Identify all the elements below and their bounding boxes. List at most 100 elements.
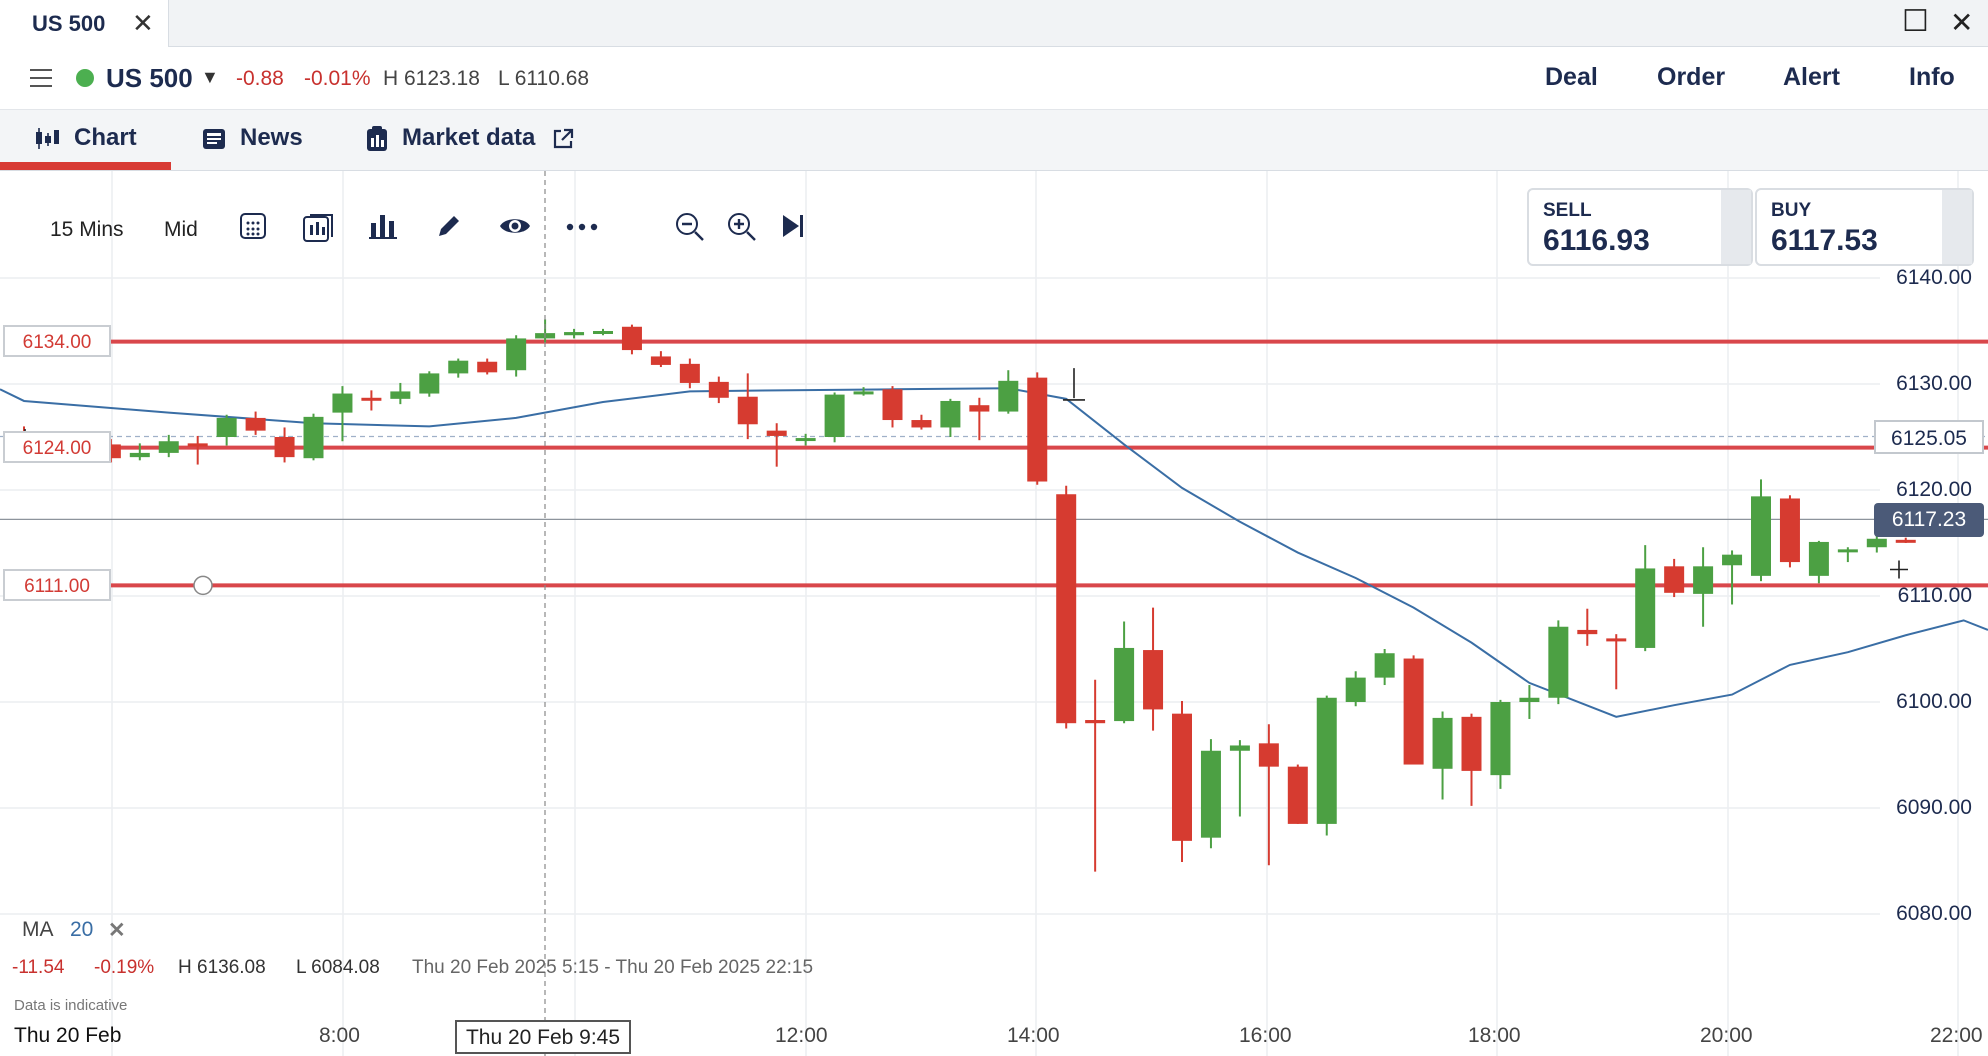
buy-button[interactable]: BUY 6117.53 [1755,188,1974,266]
remove-indicator-icon[interactable]: ✕ [108,919,126,942]
candle-body [1866,538,1887,548]
candle [274,427,295,463]
range-change: -11.54 [12,957,65,978]
candle [853,387,874,396]
candle [1606,634,1627,690]
draw-icon[interactable] [434,211,464,241]
x-tick-label: 18:00 [1468,1024,1521,1047]
candle-body [1316,697,1337,824]
deal-button[interactable]: Deal [1545,63,1598,91]
sell-button[interactable]: SELL 6116.93 [1527,188,1753,266]
candle [650,351,671,368]
candle-body [593,331,613,334]
candle-body [1027,377,1048,482]
more-icon[interactable] [564,211,600,241]
candle-body [1229,745,1250,751]
sell-label: SELL [1543,200,1592,221]
candle [1461,713,1482,806]
candle-body [187,443,208,447]
candle-body [882,389,903,421]
candle [1143,607,1164,731]
order-button[interactable]: Order [1657,63,1726,91]
candle [1837,547,1858,563]
candle [535,319,556,343]
alert-button[interactable]: Alert [1783,63,1840,91]
candle [332,386,353,442]
candle [708,376,729,404]
candle [1432,711,1453,800]
eye-icon[interactable] [498,211,532,241]
candle-body [1606,638,1627,642]
candle [1664,558,1685,598]
candle [419,371,440,397]
y-tick-label: 6130.00 [1896,372,1972,395]
candle [1577,608,1598,646]
zoom-in-icon[interactable] [726,211,758,243]
candle-body [708,381,729,398]
candle-body [853,391,874,395]
x-tick-label: 20:00 [1700,1024,1753,1047]
candle-body [1114,647,1135,722]
window-close-icon[interactable]: ✕ [1950,7,1974,38]
y-tick-label: 6110.00 [1897,584,1972,607]
tab-chart-label: Chart [74,124,137,151]
candle [506,335,527,377]
x-tick-label: 16:00 [1239,1024,1292,1047]
candle [564,328,585,339]
interval-select[interactable]: 15 Mins [50,218,124,241]
price-type-select[interactable]: Mid [164,218,198,241]
candle-body [1200,750,1221,838]
price-chart[interactable] [0,171,1988,1056]
candle-body [679,363,700,383]
level-handle [193,575,213,596]
candle-body [564,332,585,336]
chart-type-icon[interactable] [302,211,334,243]
candle [1374,649,1395,686]
jump-to-latest-icon[interactable] [780,211,808,241]
active-tab-indicator [0,162,171,170]
tab-chart[interactable]: Chart [34,124,137,152]
window-titlebar: US 500 ✕ ☐ ✕ [0,0,1988,47]
tab-news[interactable]: News [202,124,303,152]
news-icon [203,128,225,149]
tab-market-data[interactable]: Market data [366,124,574,152]
menu-icon[interactable] [30,69,52,93]
info-button[interactable]: Info [1909,63,1955,91]
y-tick-label: 6140.00 [1896,266,1972,289]
candle-body [1779,498,1800,563]
candle-body [1085,720,1106,724]
zoom-out-icon[interactable] [674,211,706,243]
x-tick-label: 14:00 [1007,1024,1060,1047]
candle-body [332,393,353,413]
x-tick-label: 8:00 [319,1024,360,1047]
candle [795,433,816,446]
candle-body [477,361,498,373]
candle [1200,739,1221,849]
candle [216,414,237,446]
candle [1548,620,1569,705]
market-status-icon [76,69,94,87]
instrument-name[interactable]: US 500 [106,63,193,93]
level-label[interactable]: 6124.00 [3,431,111,463]
candle [390,382,411,405]
candle [882,386,903,428]
indicator-period[interactable]: 20 [70,918,94,941]
candle [1229,740,1250,817]
level-label[interactable]: 6111.00 [3,569,111,601]
candle [1779,495,1800,568]
candle-body [1693,566,1714,594]
chevron-down-icon[interactable]: ▼ [201,67,219,87]
calendar-icon[interactable] [238,211,268,241]
candle [911,414,932,430]
candles-layer [14,319,1916,872]
moving-average-layer [0,387,1988,718]
indicators-icon[interactable] [368,211,398,241]
maximize-icon[interactable]: ☐ [1902,5,1929,38]
candle [1722,550,1743,605]
candle [1085,679,1106,872]
instrument-tab[interactable]: US 500 ✕ [0,0,169,47]
tab-close-icon[interactable]: ✕ [132,8,154,38]
level-label[interactable]: 6134.00 [3,325,111,357]
chart-grid [0,171,1959,1056]
candle-body [1895,539,1916,543]
